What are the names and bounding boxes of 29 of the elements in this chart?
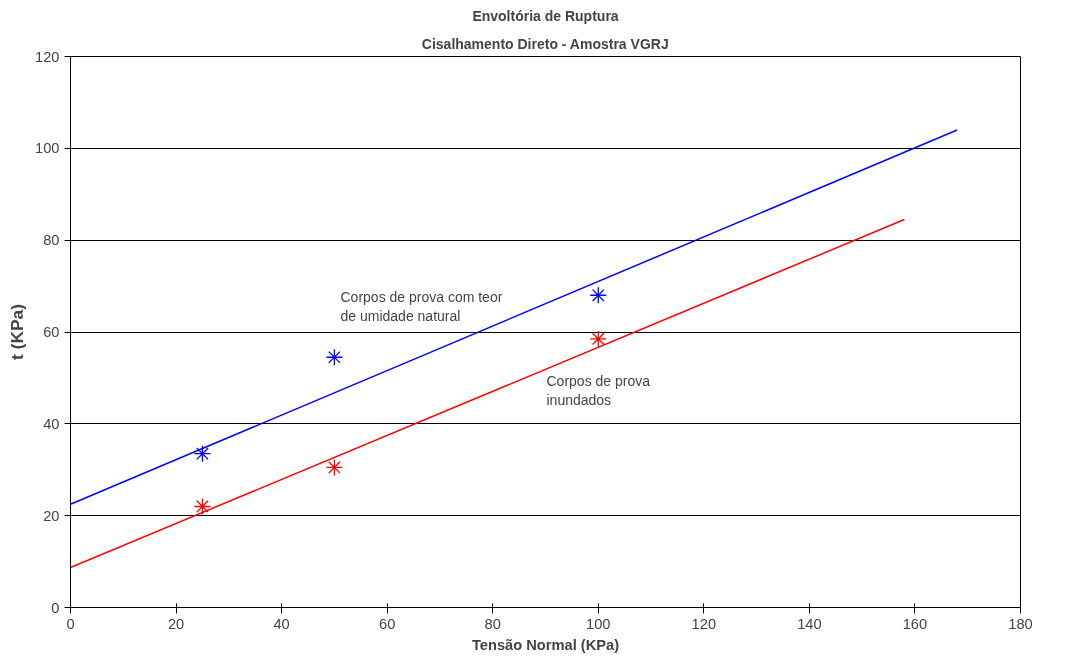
x-tick-label: 100 <box>586 615 611 632</box>
x-tick-label: 40 <box>273 615 290 632</box>
y-axis-title: t (KPa) <box>7 304 28 360</box>
point <box>325 348 344 366</box>
x-tick-label: 0 <box>66 615 75 632</box>
chart-title: Envoltória de Ruptura <box>472 7 619 24</box>
y-tick-label: 60 <box>43 324 60 340</box>
x-tick-label: 160 <box>902 615 928 632</box>
y-tick-label: 100 <box>35 140 60 157</box>
y-tick-label: 40 <box>43 415 60 432</box>
y-tick-label: 120 <box>35 48 60 65</box>
y-tick-label: 80 <box>43 232 60 249</box>
x-tick-label: 80 <box>484 615 501 632</box>
y-tick-label: 20 <box>43 507 60 524</box>
x-tick-label: 180 <box>1008 615 1033 632</box>
point <box>193 497 212 516</box>
point <box>193 445 212 463</box>
point <box>589 286 607 304</box>
y-tick-label: 0 <box>51 599 60 616</box>
point <box>325 458 344 477</box>
x-tick-label: 120 <box>691 615 717 632</box>
x-tick-label: 140 <box>797 615 822 632</box>
annotation: Corpos de prova com teor de umidade natural <box>340 288 503 324</box>
annotation: Corpos de prova inundados <box>546 372 651 408</box>
x-tick-label: 60 <box>379 615 396 632</box>
x-axis-title: Tensão Normal (KPa) <box>471 636 620 653</box>
chart-subtitle: Cisalhamento Direto - Amostra VGRJ <box>421 35 669 52</box>
x-tick-label: 20 <box>167 615 185 632</box>
point <box>589 330 607 348</box>
